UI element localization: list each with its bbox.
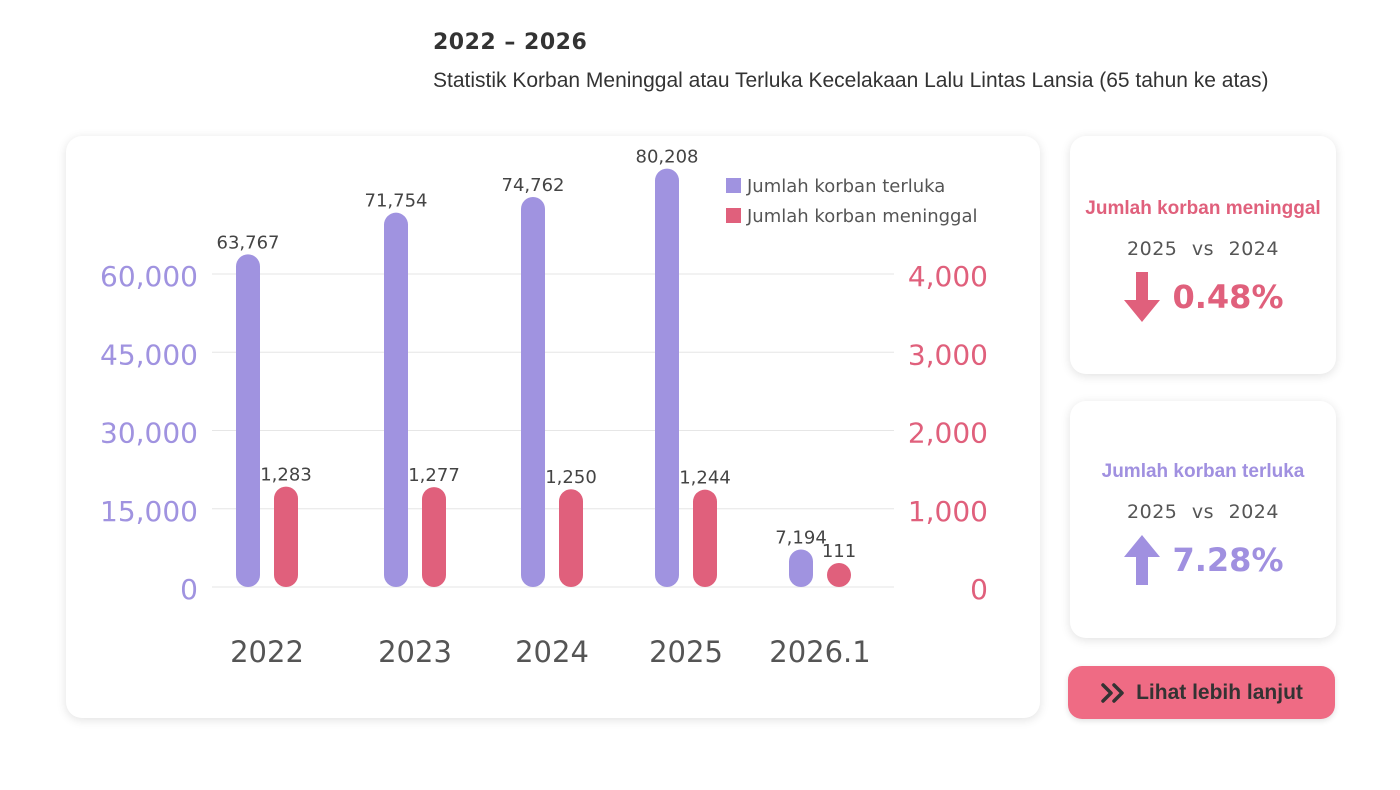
see-more-label: Lihat lebih lanjut (1136, 680, 1303, 704)
data-label: 1,250 (545, 467, 597, 488)
legend-label: Jumlah korban terluka (746, 176, 945, 197)
data-label: 7,194 (775, 527, 827, 548)
page-header: 2022 – 2026 Statistik Korban Meninggal a… (433, 30, 1268, 93)
bar-injured (521, 196, 545, 587)
see-more-button[interactable]: Lihat lebih lanjut (1068, 666, 1335, 719)
legend-swatch (726, 208, 741, 223)
bar-injured (236, 254, 260, 587)
data-label: 63,767 (217, 232, 280, 253)
right-axis-tick: 3,000 (908, 338, 988, 371)
left-axis-tick: 30,000 (100, 417, 198, 450)
stat-title: Jumlah korban terluka (1101, 461, 1305, 482)
data-label: 1,283 (260, 465, 312, 486)
stat-comparison: 2025 vs 2024 (1127, 501, 1279, 523)
bar-deaths (693, 489, 717, 587)
right-axis-tick: 1,000 (908, 495, 988, 528)
bar-chart: 0 15,000 30,000 45,000 60,000 0 1,000 2,000 3,00… (100, 147, 988, 669)
bar-injured (384, 212, 408, 587)
x-axis-tick: 2023 (378, 635, 452, 669)
legend-swatch (726, 178, 741, 193)
data-label: 74,762 (502, 175, 565, 196)
stat-card-injuries: Jumlah korban terluka 2025 vs 2024 7.28% (1070, 401, 1336, 638)
data-label: 1,244 (679, 468, 731, 489)
right-axis-tick: 4,000 (908, 260, 988, 293)
left-axis-tick: 0 (180, 573, 198, 606)
x-axis-tick: 2022 (230, 635, 304, 669)
period-title: 2022 – 2026 (433, 30, 588, 55)
x-axis-tick: 2025 (649, 635, 723, 669)
arrow-up-icon (1124, 535, 1161, 585)
left-axis-tick: 60,000 (100, 260, 198, 293)
stat-comparison: 2025 vs 2024 (1127, 238, 1279, 260)
stat-value: 0.48% (1172, 278, 1284, 316)
chart-card: 0 15,000 30,000 45,000 60,000 0 1,000 2,000 3,00… (66, 136, 1040, 718)
bar-injured (789, 549, 813, 587)
right-axis-tick: 0 (970, 573, 988, 606)
bar-deaths (274, 486, 298, 587)
arrow-down-icon (1124, 272, 1161, 322)
data-label: 80,208 (636, 147, 699, 168)
x-axis-tick: 2026.1 (769, 635, 870, 669)
data-label: 1,277 (408, 465, 460, 486)
bar-deaths (827, 563, 851, 587)
right-axis-tick: 2,000 (908, 417, 988, 450)
stat-card-deaths: Jumlah korban meninggal 2025 vs 2024 0.4… (1070, 136, 1336, 374)
bar-deaths (422, 487, 446, 587)
stat-title: Jumlah korban meninggal (1085, 198, 1321, 219)
bar-deaths (559, 489, 583, 587)
bar-injured (655, 168, 679, 587)
stat-value: 7.28% (1172, 541, 1284, 579)
left-axis-tick: 15,000 (100, 495, 198, 528)
data-label: 111 (822, 541, 856, 562)
double-chevron-right-icon (1101, 682, 1124, 703)
left-axis-tick: 45,000 (100, 338, 198, 371)
x-axis-tick: 2024 (515, 635, 589, 669)
legend-label: Jumlah korban meninggal (746, 206, 978, 227)
chart-subtitle: Statistik Korban Meninggal atau Terluka … (433, 69, 1269, 92)
data-label: 71,754 (365, 191, 428, 212)
